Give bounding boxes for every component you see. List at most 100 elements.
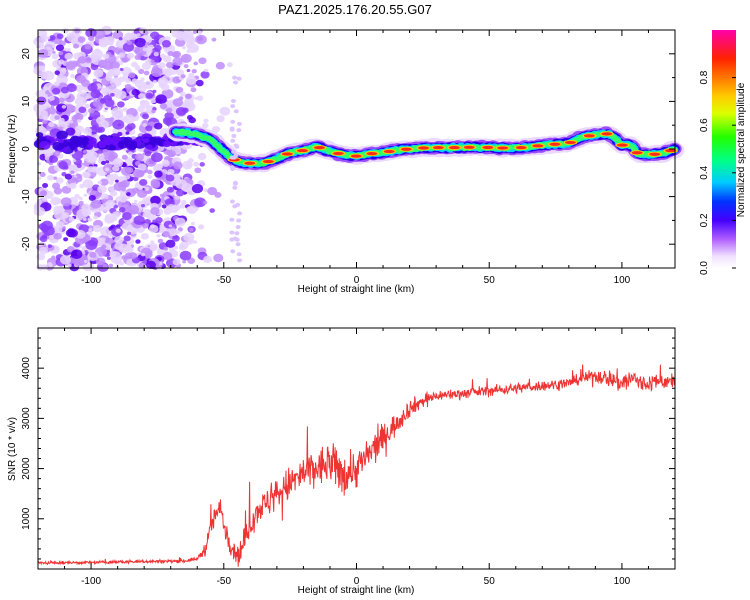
- spectrum-noise-blob: [155, 94, 167, 104]
- spectrum-peak-blob: [281, 152, 293, 156]
- spectrum-noise-blob: [182, 260, 187, 264]
- spectrum-noise-blob: [93, 29, 106, 39]
- spectrum-noise-blob: [102, 263, 108, 269]
- spectrum-noise-blob: [142, 47, 148, 52]
- spectrum-noise-blob: [58, 117, 65, 124]
- spectrum-noise-blob: [126, 192, 131, 197]
- spectrum-noise-blob: [41, 190, 48, 196]
- spectrum-noise-blob: [142, 222, 149, 229]
- spectrum-noise-blob: [115, 228, 121, 233]
- spectrum-noise-blob: [236, 128, 242, 133]
- spectrum-noise-blob: [64, 173, 72, 180]
- spectrum-noise-blob: [90, 199, 102, 209]
- spectrum-noise-blob: [126, 261, 131, 265]
- spectrum-noise-blob: [234, 231, 240, 236]
- spectrum-noise-blob: [88, 107, 95, 114]
- spectrum-noise-blob: [145, 260, 156, 270]
- spectrum-noise-blob: [102, 53, 110, 59]
- spectrum-noise-blob: [120, 180, 130, 188]
- spectrum-noise-blob: [87, 143, 94, 149]
- spectrum-noise-blob: [180, 53, 192, 63]
- spectrum-noise-blob: [47, 174, 54, 181]
- spectrum-noise-blob: [167, 150, 176, 158]
- spectrum-noise-blob: [231, 155, 237, 160]
- spectrum-noise-blob: [98, 141, 104, 146]
- spectrum-noise-blob: [126, 231, 132, 236]
- spectrum-noise-blob: [108, 186, 115, 192]
- spectrum-noise-blob: [54, 115, 61, 120]
- spectrum-noise-blob: [216, 115, 225, 123]
- spectrum-noise-blob: [236, 121, 242, 126]
- spectrum-noise-blob: [121, 154, 128, 160]
- spectrum-noise-blob: [125, 131, 130, 135]
- spectrum-noise-blob: [179, 91, 186, 97]
- spectrum-noise-blob: [156, 163, 164, 170]
- spectrum-noise-blob: [118, 76, 125, 83]
- spectrum-noise-blob: [42, 119, 48, 124]
- spectrum-noise-blob: [90, 175, 94, 179]
- spectrum-noise-blob: [182, 160, 193, 170]
- spectrum-noise-blob: [219, 106, 231, 116]
- spectrum-noise-blob: [62, 28, 69, 34]
- spectrum-peak-blob: [313, 146, 325, 150]
- spectrum-noise-blob: [236, 218, 242, 223]
- spectrum-noise-blob: [129, 140, 138, 147]
- spectrum-noise-blob: [42, 86, 49, 92]
- spectrum-noise-blob: [83, 193, 88, 197]
- spectrum-peak-blob: [262, 159, 274, 164]
- spectrum-noise-blob: [53, 187, 63, 195]
- spectrum-noise-blob: [149, 244, 158, 251]
- spectrum-peak-blob: [418, 146, 430, 150]
- spectrum-noise-blob: [78, 106, 87, 114]
- spectrum-noise-blob: [162, 140, 171, 148]
- spectrum-noise-blob: [142, 123, 148, 127]
- snr-series-line: [37, 364, 676, 567]
- spectrum-noise-blob: [53, 81, 60, 87]
- spectrum-noise-blob: [85, 95, 90, 100]
- colorbar-tick-label: 0.0: [699, 261, 710, 275]
- spectrum-noise-blob: [179, 203, 186, 209]
- spectrum-noise-blob: [76, 119, 82, 123]
- spectrum-noise-blob: [151, 152, 163, 163]
- spectrum-noise-blob: [175, 230, 181, 234]
- spectrum-noise-blob: [176, 69, 185, 76]
- spectrum-noise-blob: [41, 264, 49, 271]
- spectrum-noise-blob: [122, 107, 128, 112]
- spectrum-noise-blob: [76, 173, 80, 177]
- spectrum-noise-blob: [40, 34, 48, 40]
- spectrum-noise-blob: [173, 161, 183, 170]
- spectrum-noise-blob: [159, 193, 165, 198]
- spectrum-noise-blob: [66, 83, 77, 93]
- spectrum-noise-blob: [230, 119, 236, 124]
- spectrum-noise-blob: [119, 195, 128, 203]
- spectrum-peak-blob: [297, 148, 309, 153]
- spectrum-noise-blob: [88, 228, 93, 232]
- spectrum-noise-blob: [56, 130, 68, 140]
- spectrum-noise-blob: [118, 207, 126, 213]
- spectrum-peak-blob: [448, 145, 460, 150]
- spectrum-peak-blob: [432, 145, 444, 150]
- spectrum-noise-blob: [197, 152, 207, 161]
- spectrum-noise-blob: [145, 58, 153, 65]
- spectrum-noise-blob: [162, 251, 173, 261]
- spectrum-noise-blob: [74, 84, 84, 92]
- x-tick-label: -100: [81, 576, 101, 587]
- spectrum-noise-blob: [159, 53, 166, 59]
- spectrum-noise-blob: [230, 138, 236, 143]
- spectrum-noise-blob: [147, 174, 153, 179]
- spectrum-noise-blob: [110, 190, 118, 197]
- spectrum-noise-blob: [121, 187, 127, 192]
- spectrum-noise-blob: [90, 89, 101, 99]
- spectrum-peak-blob: [549, 142, 561, 146]
- spectrum-noise-blob: [230, 104, 236, 109]
- spectrum-noise-blob: [172, 98, 183, 107]
- spectrum-noise-blob: [134, 79, 146, 89]
- spectrum-noise-blob: [213, 253, 224, 263]
- spectrum-noise-blob: [66, 48, 71, 52]
- spectrum-noise-blob: [161, 39, 172, 48]
- spectrum-noise-blob: [81, 246, 87, 251]
- spectrum-noise-blob: [54, 70, 60, 75]
- spectrum-peak-blob: [631, 151, 643, 155]
- spectrum-noise-blob: [138, 93, 146, 100]
